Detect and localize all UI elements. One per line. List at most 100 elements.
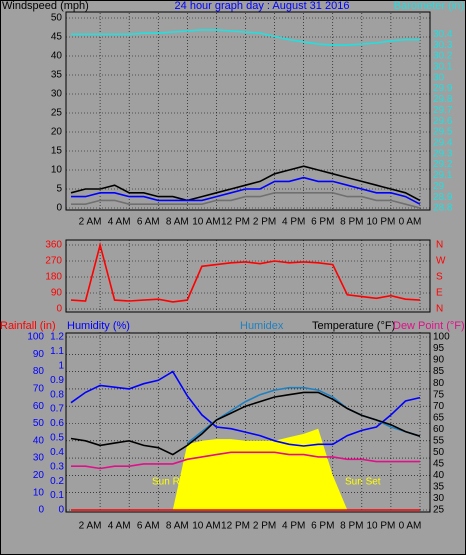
area bbox=[71, 428, 420, 510]
y-tick-label: 80 bbox=[33, 366, 45, 377]
y2-tick-label: 28.8 bbox=[433, 203, 453, 214]
line bbox=[71, 192, 421, 209]
x-tick-label: 4 PM bbox=[282, 521, 305, 532]
y2-tick-label: 30.3 bbox=[433, 40, 453, 51]
chart-title: 24 hour graph day : August 31 2016 bbox=[175, 0, 350, 12]
y2-tick-label: 45 bbox=[433, 459, 445, 470]
y2-tick-label: 70 bbox=[433, 401, 445, 412]
legend-temperature: Temperature (°F) bbox=[312, 320, 395, 332]
legend-humidex: Humidex bbox=[240, 320, 284, 332]
y3-tick-label: 0.5 bbox=[50, 433, 64, 444]
line bbox=[71, 29, 420, 46]
x-tick-label: 2 PM bbox=[253, 521, 276, 532]
y3-tick-label: 1.2 bbox=[50, 332, 64, 343]
y-tick-label: 20 bbox=[51, 127, 63, 138]
y-tick-label: 60 bbox=[33, 401, 45, 412]
y-tick-label: 45 bbox=[51, 32, 63, 43]
y-tick-label: 20 bbox=[33, 470, 45, 481]
y3-tick-label: 1 bbox=[58, 360, 64, 371]
y2-tick-label: 28.9 bbox=[433, 192, 453, 203]
y-tick-label: 70 bbox=[33, 384, 45, 395]
y-tick-label: 10 bbox=[33, 487, 45, 498]
y-tick-label: 90 bbox=[51, 288, 63, 299]
y3-tick-label: 0.8 bbox=[50, 389, 64, 400]
y2-tick-label: 50 bbox=[433, 447, 445, 458]
y2-tick-label: 55 bbox=[433, 435, 445, 446]
y-tick-label: 30 bbox=[51, 89, 63, 100]
y-tick-label: 50 bbox=[51, 13, 63, 24]
y2-tick-label: 29.9 bbox=[433, 83, 453, 94]
line bbox=[70, 241, 421, 303]
x-tick-label: 2 AM bbox=[79, 217, 102, 228]
x-tick-label: 2 PM bbox=[253, 217, 276, 228]
line bbox=[70, 370, 421, 447]
y3-tick-label: 1.1 bbox=[50, 346, 64, 357]
x-tick-label: 10 PM bbox=[366, 217, 395, 228]
annotation: Sun Rise bbox=[152, 477, 193, 488]
x-tick-label: 4 AM bbox=[108, 521, 131, 532]
y2-tick-label: E bbox=[436, 288, 443, 299]
y2-tick-label: 29.3 bbox=[433, 148, 453, 159]
y2-tick-label: 30.4 bbox=[433, 29, 453, 40]
x-tick-label: 6 PM bbox=[311, 521, 334, 532]
y-tick-label: 10 bbox=[51, 165, 63, 176]
x-tick-label: 12 PM bbox=[221, 521, 250, 532]
legend-dew-point: Dew Point (°F) bbox=[393, 320, 465, 332]
y-tick-label: 270 bbox=[45, 256, 62, 267]
y-axis-label: Windspeed (mph) bbox=[2, 0, 89, 12]
x-tick-label: 8 AM bbox=[166, 521, 189, 532]
y-tick-label: 30 bbox=[33, 453, 45, 464]
x-tick-label: 6 AM bbox=[137, 521, 160, 532]
y2-tick-label: N bbox=[436, 240, 443, 251]
y2-tick-label: 25 bbox=[433, 505, 445, 516]
y2-tick-label: 29.8 bbox=[433, 94, 453, 105]
y2-tick-label: 100 bbox=[433, 332, 450, 343]
line bbox=[70, 391, 421, 456]
y3-tick-label: 0.2 bbox=[50, 476, 64, 487]
x-tick-label: 0 AM bbox=[399, 217, 422, 228]
x-tick-label: 6 PM bbox=[311, 217, 334, 228]
y-tick-label: 180 bbox=[45, 272, 62, 283]
line bbox=[71, 451, 420, 470]
panel-frame bbox=[65, 11, 431, 211]
y2-tick-label: S bbox=[436, 272, 443, 283]
y2-tick-label: 29.1 bbox=[433, 170, 453, 181]
x-tick-label: 8 PM bbox=[340, 521, 363, 532]
y2-tick-label: N bbox=[436, 304, 443, 315]
y2-tick-label: 40 bbox=[433, 470, 445, 481]
y2-tick-label: 29.6 bbox=[433, 116, 453, 127]
y2-tick-label: 30 bbox=[433, 72, 445, 83]
y-tick-label: 0 bbox=[56, 203, 62, 214]
y2-tick-label: 75 bbox=[433, 389, 445, 400]
line bbox=[70, 165, 421, 202]
y3-tick-label: 0.3 bbox=[50, 461, 64, 472]
y-tick-label: 90 bbox=[33, 349, 45, 360]
y3-tick-label: 0.7 bbox=[50, 404, 64, 415]
y2-tick-label: 65 bbox=[433, 412, 445, 423]
y3-tick-label: 0.6 bbox=[50, 418, 64, 429]
x-tick-label: 6 AM bbox=[137, 217, 160, 228]
line bbox=[71, 176, 421, 205]
y3-tick-label: 0.4 bbox=[50, 447, 64, 458]
y2-axis-label: Barometer (in) bbox=[394, 0, 464, 12]
y2-tick-label: 80 bbox=[433, 378, 445, 389]
y-tick-label: 40 bbox=[33, 435, 45, 446]
legend-rainfall: Rainfall (in) bbox=[0, 320, 56, 332]
y2-tick-label: 29.5 bbox=[433, 127, 453, 138]
x-tick-label: 2 AM bbox=[79, 521, 102, 532]
y-tick-label: 35 bbox=[51, 70, 63, 81]
x-tick-label: 0 AM bbox=[399, 521, 422, 532]
legend-humidity: Humidity (%) bbox=[67, 320, 130, 332]
y2-tick-label: 95 bbox=[433, 343, 445, 354]
y2-tick-label: 60 bbox=[433, 424, 445, 435]
y3-tick-label: 0.9 bbox=[50, 375, 64, 386]
y2-tick-label: 35 bbox=[433, 482, 445, 493]
y2-tick-label: 30.1 bbox=[433, 61, 453, 72]
y2-tick-label: 90 bbox=[433, 355, 445, 366]
annotation: Sun Set bbox=[345, 477, 381, 488]
y3-tick-label: 0.1 bbox=[50, 490, 64, 501]
y-tick-label: 25 bbox=[51, 108, 63, 119]
y-tick-label: 360 bbox=[45, 240, 62, 251]
x-tick-label: 8 AM bbox=[166, 217, 189, 228]
